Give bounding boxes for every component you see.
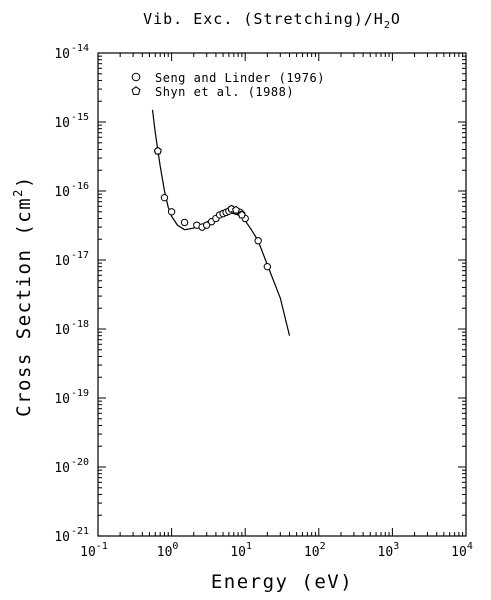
fit-line (151, 109, 291, 336)
x-axis-label: Energy (eV) (211, 571, 353, 593)
data-point-circle (160, 193, 169, 202)
x-tick-label: 104 (451, 541, 473, 560)
data-markers (153, 146, 272, 271)
y-tick-label: 10 (54, 461, 70, 476)
y-tick-exponent: -14 (71, 43, 89, 54)
x-axis: 10-1 100 101 102 103 104 (80, 53, 473, 560)
y-tick-label: 10 (54, 254, 70, 269)
legend: Seng and Linder (1976)Shyn et al. (1988) (131, 71, 325, 99)
plot-frame (97, 52, 467, 537)
y-tick-exponent: -19 (71, 388, 89, 399)
y-tick-exponent: -21 (71, 526, 89, 537)
legend-label: Seng and Linder (1976) (155, 71, 325, 85)
legend-marker-circle (131, 72, 141, 82)
x-tick-label: 103 (378, 541, 400, 560)
legend-label: Shyn et al. (1988) (155, 85, 294, 99)
y-tick-exponent: -15 (71, 112, 89, 123)
y-tick-label: 10 (54, 47, 70, 62)
chart-title: Vib. Exc. (Stretching)/H2O (143, 10, 401, 31)
x-tick-label: 100 (157, 541, 179, 560)
y-tick-exponent: -17 (71, 250, 89, 261)
x-tick-label: 102 (304, 541, 326, 560)
x-tick-label: 10-1 (80, 541, 108, 560)
y-tick-label: 10 (54, 323, 70, 338)
legend-marker-pentagon (131, 86, 141, 95)
data-point-circle (203, 221, 211, 229)
data-point-pentagon (153, 146, 162, 155)
y-tick-label: 10 (54, 116, 70, 131)
y-tick-exponent: -18 (71, 319, 89, 330)
data-point-circle (254, 237, 262, 245)
data-point-circle (263, 262, 272, 271)
fit-curve (151, 109, 291, 336)
data-point-pentagon (231, 205, 241, 214)
y-axis-label: Cross Section (cm2) (11, 175, 35, 417)
y-tick-exponent: -20 (71, 457, 89, 468)
data-point-pentagon (237, 210, 246, 219)
y-tick-label: 10 (54, 185, 70, 200)
x-tick-label: 101 (230, 541, 252, 560)
data-point-circle (180, 218, 189, 227)
y-tick-label: 10 (54, 530, 70, 545)
y-tick-exponent: -16 (71, 181, 89, 192)
plot-frame-rect (97, 52, 467, 537)
y-tick-label: 10 (54, 392, 70, 407)
data-point-circle (167, 208, 176, 216)
